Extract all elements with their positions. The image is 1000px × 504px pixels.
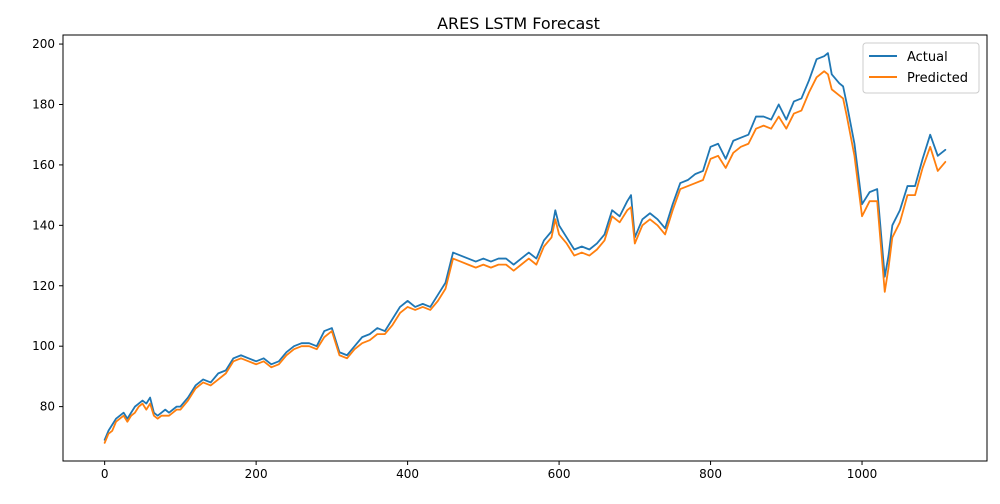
series-line-predicted: [103, 70, 947, 444]
y-tick-label: 100: [32, 339, 55, 353]
x-tick-label: 1000: [847, 467, 878, 481]
y-axis: 80 100 120 140 160 180 200: [32, 37, 63, 414]
y-tick-label: 140: [32, 218, 55, 232]
x-tick-label: 800: [699, 467, 722, 481]
legend: Actual Predicted: [862, 42, 980, 94]
x-tick-label: 400: [396, 467, 419, 481]
y-tick-label: 80: [40, 400, 55, 414]
plot-lines: [103, 52, 947, 444]
x-tick-label: 200: [245, 467, 268, 481]
y-tick-label: 160: [32, 158, 55, 172]
x-tick-label: 600: [548, 467, 571, 481]
y-tick-label: 180: [32, 97, 55, 111]
legend-label-predicted: Predicted: [907, 71, 968, 86]
x-axis: 0 200 400 600 800 1000: [101, 461, 877, 481]
series-line-actual: [103, 52, 947, 441]
x-tick-label: 0: [101, 467, 109, 481]
y-tick-label: 200: [32, 37, 55, 51]
legend-label-actual: Actual: [907, 50, 948, 65]
axes-frame: [62, 34, 988, 462]
y-tick-label: 120: [32, 279, 55, 293]
chart-title: ARES LSTM Forecast: [437, 14, 600, 33]
